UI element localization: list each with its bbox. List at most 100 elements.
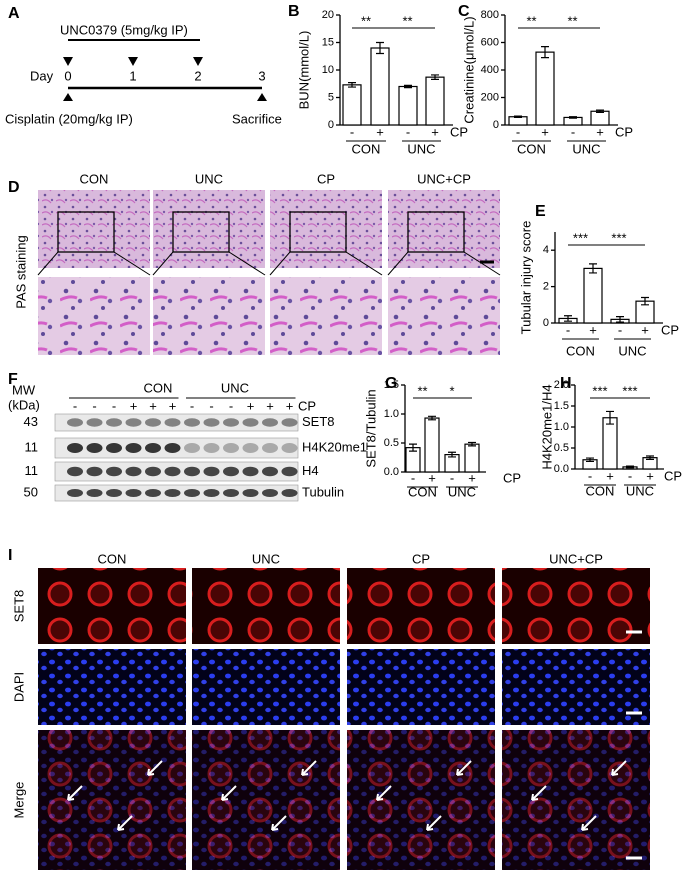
band <box>223 466 239 477</box>
x-tick-label: - <box>566 322 570 337</box>
y-tick-label: 4 <box>543 244 549 256</box>
lane-label: - <box>73 398 77 413</box>
band <box>86 418 103 427</box>
mw: 11 <box>25 439 39 454</box>
significance: *** <box>622 383 637 398</box>
if-image <box>38 649 186 725</box>
x-tick-label: + <box>468 470 476 485</box>
panel-label: E <box>535 203 546 220</box>
band <box>86 466 103 477</box>
band <box>184 466 200 477</box>
panel-label: A <box>8 5 20 22</box>
bar <box>602 417 618 470</box>
band <box>164 418 181 427</box>
bar <box>424 417 440 473</box>
significance: * <box>449 383 454 398</box>
day: 2 <box>194 68 201 83</box>
x-tick-label: - <box>588 468 592 483</box>
y-tick-label: 0.0 <box>554 463 569 475</box>
group-label: CON <box>517 141 546 156</box>
panel-label: F <box>8 371 18 388</box>
error-bar <box>376 41 384 55</box>
group-header: UNC <box>221 380 249 395</box>
x-tick-label: + <box>641 322 649 337</box>
error-bar <box>348 82 356 88</box>
y-tick-label: 0.5 <box>554 442 569 454</box>
y-tick-label: 400 <box>481 64 499 76</box>
x-tick-label: - <box>350 124 354 139</box>
y-axis-label: SET8/Tubulin <box>363 389 378 467</box>
group-header: CON <box>80 171 109 186</box>
band <box>262 466 278 477</box>
channel-label: DAPI <box>11 672 26 702</box>
y-axis-label: BUN(mmol/L) <box>296 31 311 110</box>
zoom-line <box>152 251 174 276</box>
band <box>125 443 142 453</box>
bar <box>590 110 610 126</box>
histology-zoom <box>38 277 150 355</box>
error-bar <box>586 457 594 463</box>
band <box>164 489 181 497</box>
significance: ** <box>567 13 577 28</box>
error-bar <box>468 441 476 447</box>
x-tick-label: + <box>606 468 614 483</box>
zoom-box <box>407 211 465 253</box>
y-axis-label: Tubular injury score <box>518 221 533 335</box>
y-tick-label: 10 <box>322 64 334 76</box>
y-tick-label: 1.5 <box>554 400 569 412</box>
arrow <box>456 760 472 776</box>
y-tick-label: 0 <box>493 119 499 131</box>
band <box>164 466 181 477</box>
y-axis-label: Creatinine(μmol/L) <box>461 16 476 123</box>
blot-name: H4K20me1 <box>302 439 367 454</box>
day: 1 <box>129 68 136 83</box>
group-header: UNC+CP <box>417 171 471 186</box>
y-tick-label: 0.0 <box>384 466 399 478</box>
bar <box>398 85 418 126</box>
treatment-label: CP <box>298 398 316 413</box>
band <box>184 489 200 497</box>
band <box>281 443 298 453</box>
x-tick-label: - <box>411 470 415 485</box>
series-label: CP <box>503 470 521 485</box>
band <box>203 489 220 497</box>
histology-zoom <box>270 277 382 355</box>
x-tick-label: + <box>431 124 439 139</box>
group-label: CON <box>352 141 381 156</box>
significance: ** <box>526 13 536 28</box>
error-bar <box>616 316 624 323</box>
mw-unit: (kDa) <box>8 397 40 412</box>
event-marker <box>257 93 267 101</box>
band <box>223 443 239 453</box>
bar <box>342 84 362 126</box>
if-image <box>502 568 650 644</box>
lane-label: + <box>286 398 294 413</box>
y-tick-label: 5 <box>328 91 334 103</box>
error-bar <box>589 263 597 274</box>
bar <box>583 267 603 324</box>
y-tick-label: 600 <box>481 36 499 48</box>
lane-label: - <box>229 398 233 413</box>
x-tick-label: + <box>376 124 384 139</box>
band <box>262 489 278 497</box>
arrow <box>611 760 627 776</box>
arrow <box>531 785 547 801</box>
y-tick-label: 2 <box>543 281 549 293</box>
zoom-line <box>228 251 266 276</box>
day-label: Day <box>30 68 54 83</box>
lane-label: + <box>266 398 274 413</box>
zoom-box <box>172 211 230 253</box>
y-tick-label: 1.5 <box>384 379 399 391</box>
x-tick-label: + <box>541 124 549 139</box>
histology-image <box>153 190 265 268</box>
bar <box>425 76 445 126</box>
error-bar <box>404 84 412 89</box>
day: 3 <box>258 68 265 83</box>
dose-marker <box>193 57 203 66</box>
band <box>203 443 220 453</box>
series-label: CP <box>615 124 633 139</box>
arrow <box>301 760 317 776</box>
if-image <box>347 649 495 725</box>
band <box>125 489 142 497</box>
